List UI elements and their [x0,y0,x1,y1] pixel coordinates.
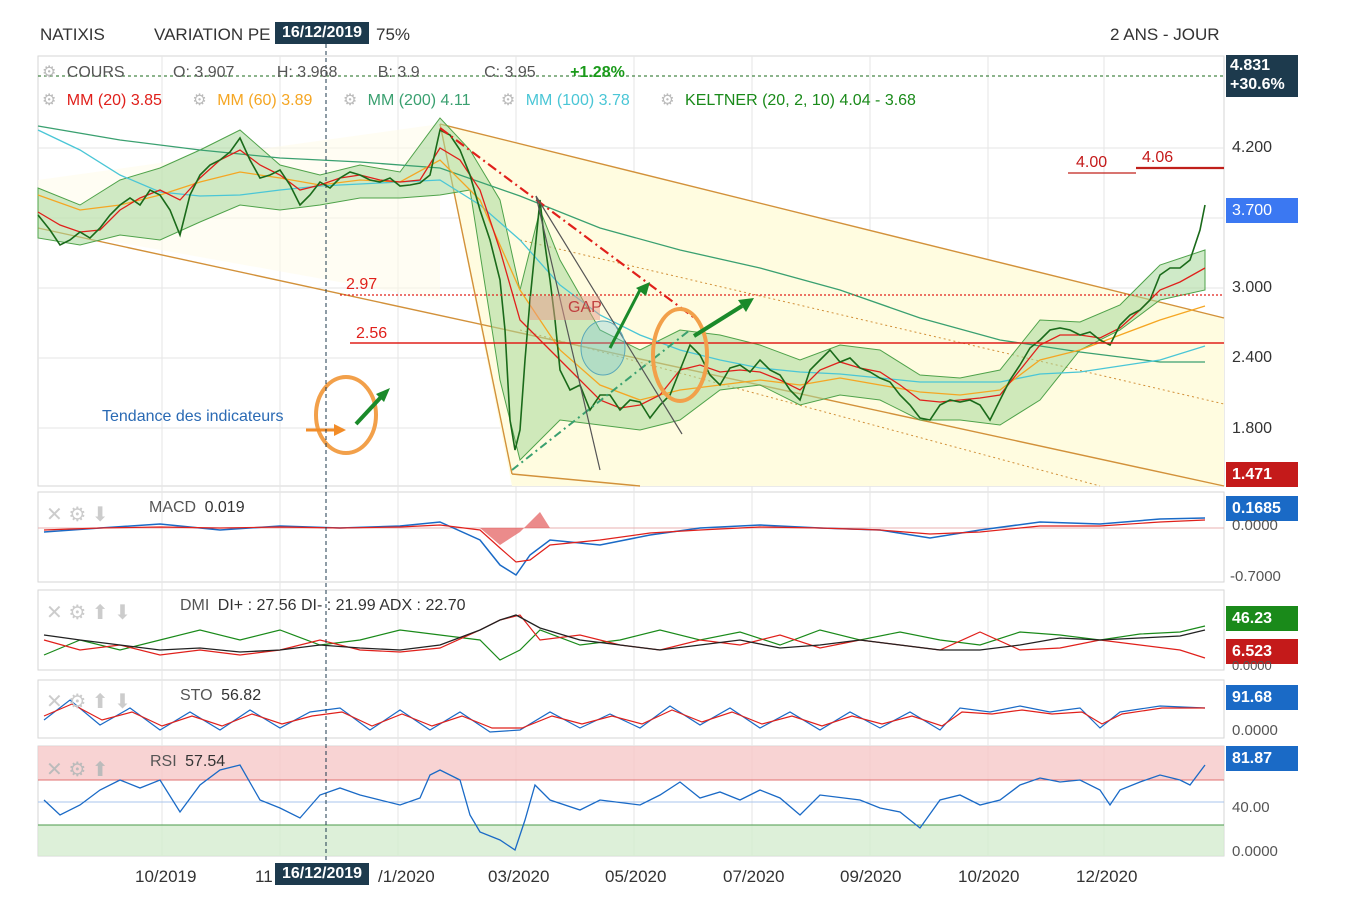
level-label-256: 2.56 [356,325,388,342]
legend-mm60-name: MM (60) [217,92,277,109]
legend-mm20-name: MM (20) [66,92,127,109]
price-line [37,128,1206,451]
trend-lines [439,127,701,471]
low-value: B: 3.9 [377,64,420,81]
rsi-badge: 81.87 [1232,750,1273,767]
axis-badges [1226,55,1298,771]
variation-value: 75% [376,25,411,44]
sto-legend: STO 56.82 [180,687,261,705]
svg-text:✕ ⚙ ⬇: ✕ ⚙ ⬇ [46,504,109,526]
macd-panel [38,512,1224,577]
gear-icon[interactable]: ⚙ [42,92,57,109]
legend-keltner-name: KELTNER (20, 2, 10) [685,92,835,109]
dmi-badge-bottom: 6.523 [1232,643,1273,660]
price-tick: 2.400 [1232,349,1273,366]
dmi-values: DI+ : 27.56 DI- : 21.99 ADX : 22.70 [217,597,466,614]
sto-panel [43,699,1206,733]
levels [38,75,1224,344]
keltner-band [37,117,1206,461]
gear-icon[interactable]: ⚙ [500,92,516,109]
early-channel [38,124,440,300]
cursor-date-top: 16/12/2019 [275,22,370,44]
x-tick: 03/2020 [488,867,550,886]
gear-icon[interactable]: ⚙ [342,92,358,109]
legend-mm60-value: 3.89 [281,92,313,109]
level-label-400: 4.00 [1076,154,1108,171]
rsi-tick: 0.0000 [1232,843,1278,860]
rsi-panel [38,746,1224,856]
dmi-panel [43,614,1206,661]
x-tick: 09/2020 [840,867,902,886]
svg-text:✕ ⚙ ⬆ ⬇: ✕ ⚙ ⬆ ⬇ [46,691,131,713]
trend-annotation: Tendance des indicateurs [102,408,284,425]
legend-mm20-value: 3.85 [130,92,162,109]
dmi-label: DMI [180,597,210,614]
high-badge-value: 4.831 [1230,57,1271,74]
cours-label: COURS [66,64,125,81]
dmi-badge-top: 46.23 [1232,610,1273,627]
macd-legend: MACD 0.019 [149,499,245,517]
price-tick: 4.200 [1232,139,1273,156]
legend-mm100-name: MM (100) [525,92,595,109]
rsi-label: RSI [150,753,177,770]
variation-label: VARIATION PE [154,25,271,44]
x-tick: 07/2020 [723,867,785,886]
instrument-name: NATIXIS [40,25,105,44]
x-tick: 12/2020 [1076,867,1138,886]
macd-value: 0.019 [204,499,245,516]
x-tick: /1/2020 [378,867,435,886]
sto-tick: 0.0000 [1232,722,1278,739]
svg-text:✕ ⚙ ⬆: ✕ ⚙ ⬆ [46,759,109,781]
change-value: +1.28% [570,64,625,81]
legend-mm200-name: MM (200) [367,92,437,109]
legend-mm200-value: 4.11 [440,92,471,109]
panel-tools: ✕ ⚙ ⬇ ✕ ⚙ ⬆ ⬇ ✕ ⚙ ⬆ ⬇ ✕ ⚙ ⬆ [46,504,131,781]
level-label-297: 2.97 [346,276,378,293]
macd-badge: 0.1685 [1232,500,1281,517]
x-tick: 11 [255,867,273,886]
x-tick: 05/2020 [605,867,667,886]
trend-arrows [306,282,754,455]
macd-tick: -0.7000 [1230,568,1281,585]
last-price-badge: 3.700 [1232,202,1273,219]
x-tick: 10/2020 [958,867,1020,886]
indicator-legend: ⚙ MM (20) 3.85 ⚙ MM (60) 3.89 ⚙ MM (200)… [42,90,916,110]
sto-value: 56.82 [221,687,262,704]
price-tick: 1.800 [1232,420,1273,437]
gap-label: GAP [568,299,602,316]
high-badge: 4.831 +30.6% [1230,56,1285,94]
legend-mm100-value: 3.78 [598,92,630,109]
dmi-tick: 0.0000 [1232,658,1272,673]
high-value: H: 3.968 [276,64,338,81]
gear-icon[interactable]: ⚙ [660,92,675,109]
macd-tick: 0.0000 [1232,517,1278,534]
rsi-legend: RSI 57.54 [150,753,225,771]
gear-icon[interactable]: ⚙ [192,92,207,109]
legend-keltner-value: 4.04 - 3.68 [839,92,916,109]
cursor-date-bottom: 16/12/2019 [275,863,370,885]
price-tick: 3.000 [1232,279,1273,296]
rsi-value: 57.54 [185,753,226,770]
open-value: O: 3.907 [173,64,235,81]
low-badge: 1.471 [1232,466,1273,483]
close-value: C: 3.95 [484,64,536,81]
rsi-tick: 40.00 [1232,799,1270,816]
level-label-406: 4.06 [1142,149,1174,166]
mm100-line [37,129,1206,383]
dmi-legend: DMI DI+ : 27.56 DI- : 21.99 ADX : 22.70 [180,597,465,615]
sto-badge: 91.68 [1232,689,1273,706]
high-badge-pct: +30.6% [1230,76,1285,93]
macd-label: MACD [149,499,197,516]
period-selector[interactable]: 2 ANS - JOUR [1110,25,1220,44]
x-tick: 10/2019 [135,867,197,886]
sto-label: STO [180,687,213,704]
gear-icon[interactable]: ⚙ [42,64,57,81]
svg-text:✕ ⚙ ⬆ ⬇: ✕ ⚙ ⬆ ⬇ [46,602,131,624]
ohlc-row: ⚙ COURS O: 3.907 H: 3.968 B: 3.9 C: 3.95… [42,62,625,82]
